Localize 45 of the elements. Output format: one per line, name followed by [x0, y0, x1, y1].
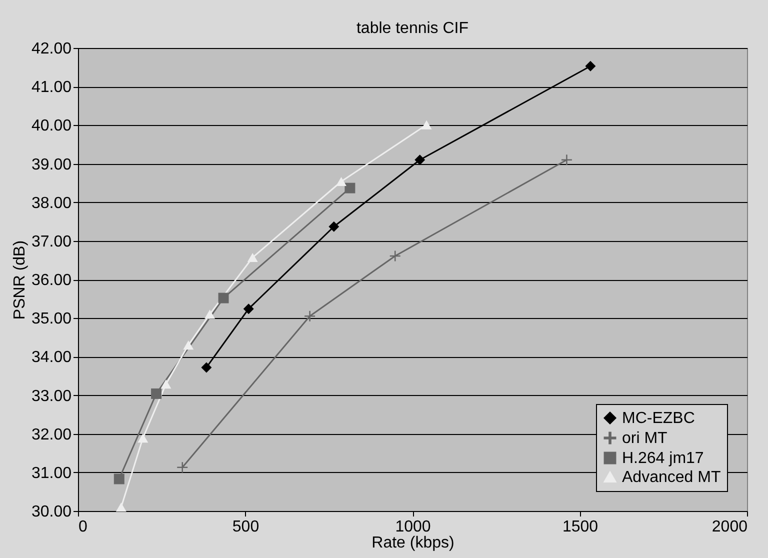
y-tick-label: 30.00	[31, 504, 72, 520]
point	[414, 154, 426, 166]
point	[336, 176, 346, 186]
x-tick-label: 0	[78, 518, 88, 536]
x-tick-label: 2000	[712, 518, 748, 536]
y-tick-label: 37.00	[31, 233, 72, 250]
y-tick-label: 36.00	[31, 272, 72, 289]
point	[138, 434, 148, 443]
y-tick-label: 42.00	[31, 40, 72, 58]
x-tick-label: 500	[232, 518, 260, 536]
point	[585, 60, 596, 72]
legend-label: H.264 jm17	[622, 450, 704, 467]
y-tick-label: 41.00	[31, 79, 72, 96]
point	[243, 304, 254, 314]
point	[183, 340, 194, 350]
y-tick-label: 38.00	[31, 194, 72, 212]
x-tick-label: 1000	[395, 518, 431, 536]
x-axis-title: Rate (kbps)	[372, 534, 454, 552]
chart-title: table tennis CIF	[356, 20, 469, 37]
point	[247, 252, 258, 262]
point	[421, 120, 432, 130]
point	[177, 462, 188, 473]
point	[204, 310, 216, 319]
point	[304, 310, 316, 322]
point	[328, 221, 340, 232]
point	[344, 182, 356, 194]
point	[201, 362, 212, 373]
y-tick-label: 31.00	[31, 464, 72, 482]
point	[114, 474, 124, 484]
point	[218, 292, 229, 304]
x-tick-label: 1500	[562, 518, 598, 536]
y-axis-title: PSNR (dB)	[11, 240, 28, 320]
y-tick-label: 40.00	[31, 118, 72, 135]
point	[116, 502, 126, 512]
y-tick-label: 33.00	[31, 388, 72, 405]
legend-label: ori MT	[622, 430, 668, 447]
legend-label: Advanced MT	[622, 469, 721, 486]
point	[160, 380, 172, 389]
y-tick-label: 34.00	[31, 349, 72, 366]
y-tick-label: 35.00	[31, 310, 72, 328]
point	[151, 388, 162, 399]
y-tick-label: 32.00	[31, 426, 72, 444]
point	[561, 154, 572, 166]
legend-label: MC-EZBC	[622, 410, 695, 427]
y-tick-label: 39.00	[31, 156, 72, 174]
